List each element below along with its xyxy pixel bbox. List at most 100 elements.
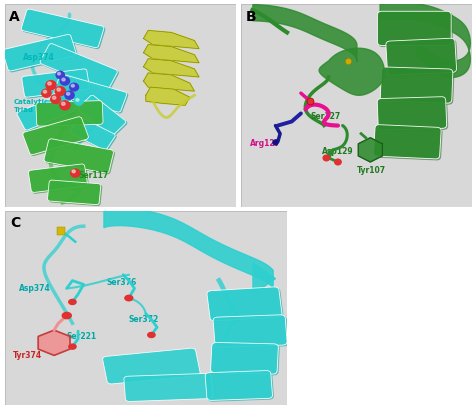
FancyBboxPatch shape <box>387 40 458 76</box>
FancyBboxPatch shape <box>382 68 454 104</box>
Circle shape <box>42 89 51 97</box>
Text: Ser127: Ser127 <box>310 112 340 121</box>
Circle shape <box>46 81 56 90</box>
Text: Tyr107: Tyr107 <box>356 166 385 175</box>
FancyBboxPatch shape <box>44 139 113 173</box>
Text: Asp374: Asp374 <box>19 284 51 293</box>
Text: Ser117: Ser117 <box>79 171 109 180</box>
FancyBboxPatch shape <box>2 34 76 71</box>
FancyBboxPatch shape <box>23 117 89 155</box>
Circle shape <box>55 87 65 96</box>
FancyBboxPatch shape <box>45 140 115 174</box>
Circle shape <box>71 169 80 177</box>
FancyBboxPatch shape <box>37 102 104 127</box>
Circle shape <box>57 88 61 91</box>
FancyBboxPatch shape <box>70 117 115 150</box>
Polygon shape <box>358 138 383 162</box>
FancyBboxPatch shape <box>24 118 90 156</box>
Circle shape <box>62 78 65 81</box>
Circle shape <box>335 159 341 165</box>
FancyBboxPatch shape <box>4 36 77 72</box>
Circle shape <box>53 96 56 99</box>
Circle shape <box>71 84 74 87</box>
Text: Ser221: Ser221 <box>67 333 97 342</box>
Text: C: C <box>10 216 21 230</box>
FancyBboxPatch shape <box>22 10 105 49</box>
Polygon shape <box>146 87 190 105</box>
FancyBboxPatch shape <box>208 288 283 322</box>
Text: Ser372: Ser372 <box>129 315 159 324</box>
FancyBboxPatch shape <box>18 94 77 131</box>
FancyBboxPatch shape <box>78 95 126 136</box>
Circle shape <box>66 92 70 95</box>
FancyBboxPatch shape <box>40 43 118 90</box>
Circle shape <box>76 99 79 101</box>
FancyBboxPatch shape <box>36 101 103 126</box>
Text: A: A <box>9 10 20 24</box>
Circle shape <box>72 170 75 173</box>
FancyBboxPatch shape <box>386 38 456 75</box>
Circle shape <box>62 312 71 319</box>
Circle shape <box>323 155 329 161</box>
FancyBboxPatch shape <box>213 315 287 347</box>
FancyBboxPatch shape <box>377 97 447 130</box>
Polygon shape <box>319 48 384 95</box>
Text: Asp374: Asp374 <box>23 53 55 62</box>
FancyBboxPatch shape <box>22 69 90 97</box>
FancyBboxPatch shape <box>374 125 441 159</box>
Circle shape <box>62 102 65 105</box>
Circle shape <box>51 95 61 103</box>
FancyBboxPatch shape <box>212 344 280 375</box>
Circle shape <box>65 91 74 99</box>
Circle shape <box>56 71 64 79</box>
Polygon shape <box>144 30 199 49</box>
FancyBboxPatch shape <box>205 371 273 400</box>
Circle shape <box>125 295 133 301</box>
Circle shape <box>74 97 83 105</box>
Circle shape <box>48 82 51 85</box>
FancyBboxPatch shape <box>54 74 127 112</box>
Text: Arg127: Arg127 <box>250 139 281 148</box>
Text: Tyr374: Tyr374 <box>13 351 42 360</box>
FancyBboxPatch shape <box>380 67 453 103</box>
Polygon shape <box>144 73 194 91</box>
FancyBboxPatch shape <box>210 342 278 374</box>
FancyBboxPatch shape <box>214 316 288 348</box>
Polygon shape <box>253 263 275 294</box>
FancyBboxPatch shape <box>207 287 282 321</box>
FancyBboxPatch shape <box>21 9 104 48</box>
Circle shape <box>69 299 76 304</box>
Text: Asp129: Asp129 <box>322 147 354 156</box>
Circle shape <box>43 90 46 93</box>
FancyBboxPatch shape <box>49 181 102 206</box>
Polygon shape <box>144 59 199 77</box>
FancyBboxPatch shape <box>79 96 127 137</box>
FancyBboxPatch shape <box>55 75 128 113</box>
Circle shape <box>70 83 79 91</box>
Circle shape <box>57 72 61 75</box>
Polygon shape <box>38 330 70 355</box>
FancyBboxPatch shape <box>103 348 200 384</box>
Text: B: B <box>246 10 256 24</box>
FancyBboxPatch shape <box>379 13 452 47</box>
Polygon shape <box>144 45 199 63</box>
FancyBboxPatch shape <box>41 45 118 91</box>
Circle shape <box>69 344 76 349</box>
Circle shape <box>60 101 70 110</box>
FancyBboxPatch shape <box>206 371 273 401</box>
FancyBboxPatch shape <box>377 11 451 45</box>
Circle shape <box>60 77 70 85</box>
FancyBboxPatch shape <box>29 165 89 193</box>
Circle shape <box>148 333 155 337</box>
FancyBboxPatch shape <box>17 93 76 130</box>
Text: Catalytic: Catalytic <box>14 99 49 105</box>
FancyBboxPatch shape <box>375 126 442 160</box>
FancyBboxPatch shape <box>124 373 213 402</box>
FancyBboxPatch shape <box>71 118 117 151</box>
FancyBboxPatch shape <box>47 180 101 204</box>
Text: Ser376: Ser376 <box>106 278 137 287</box>
FancyBboxPatch shape <box>28 164 88 192</box>
FancyBboxPatch shape <box>23 70 91 98</box>
FancyBboxPatch shape <box>378 98 448 131</box>
Text: Triad: Triad <box>14 108 34 113</box>
